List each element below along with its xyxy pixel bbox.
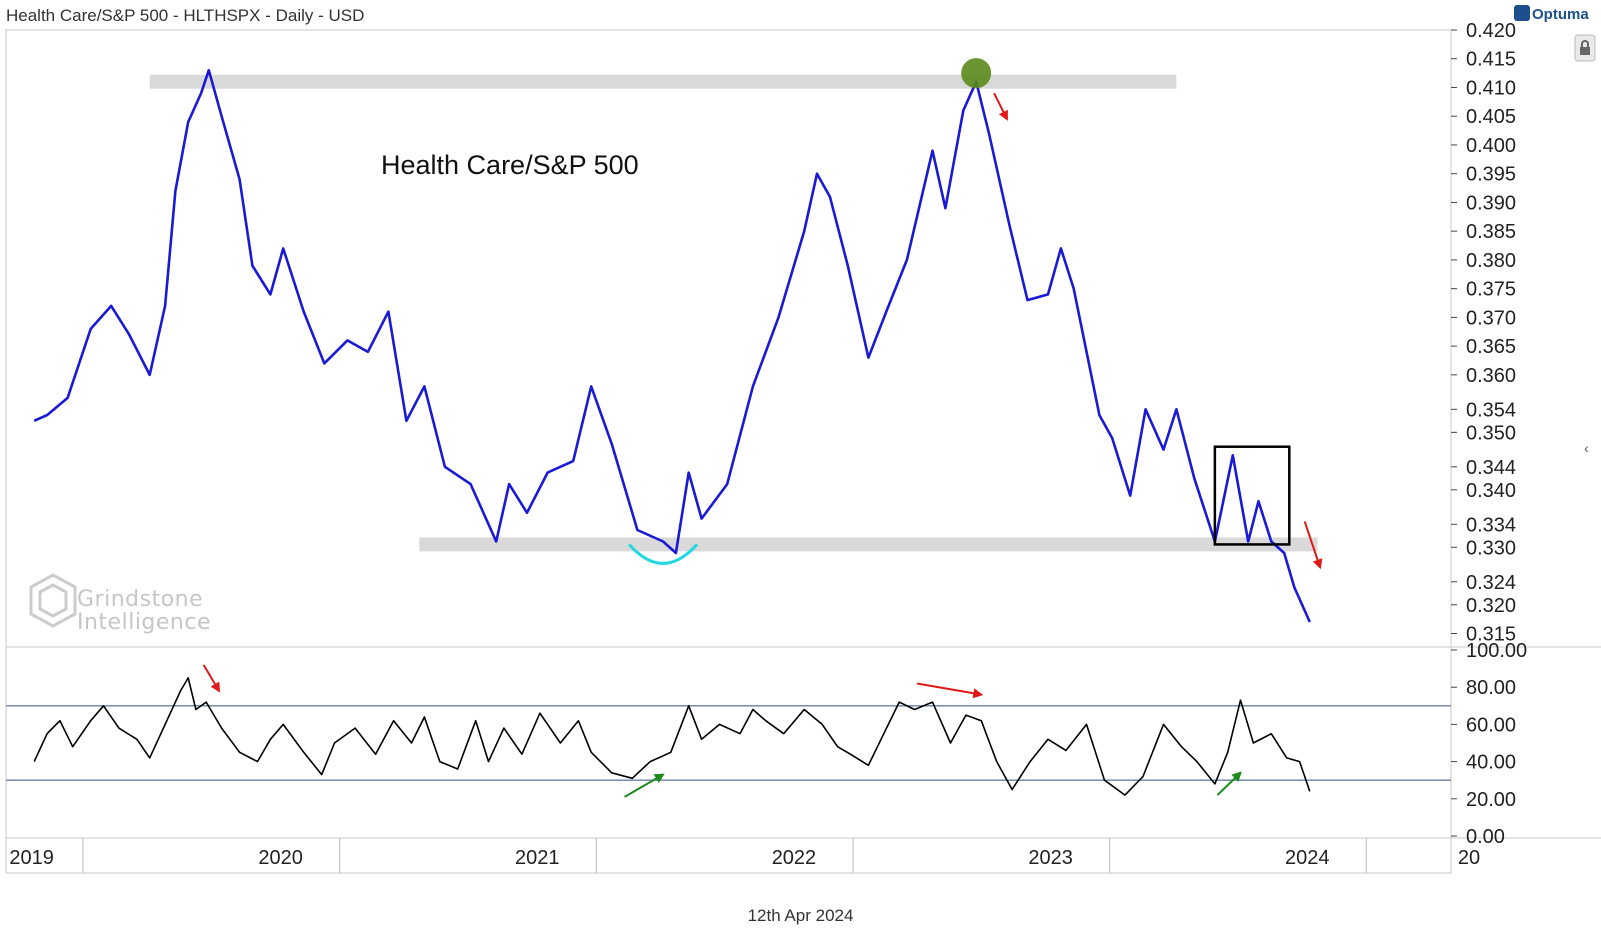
price-tick-label: 0.415	[1466, 49, 1516, 71]
price-chart-title: Health Care/S&P 500	[381, 150, 639, 180]
price-tick-label: 0.324	[1466, 572, 1516, 594]
rsi-series-line	[33, 677, 1311, 796]
price-tick-label: 0.334	[1466, 514, 1516, 536]
price-arrow-1	[1303, 521, 1323, 570]
support-zone	[419, 537, 1318, 552]
rsi-tick-label: 20.00	[1466, 789, 1516, 811]
rsi-arrow-0	[202, 664, 221, 693]
x-axis-label-2022: 2022	[772, 847, 817, 869]
rsi-arrow-2	[624, 773, 665, 798]
rsi-tick-label: 0.00	[1466, 826, 1505, 848]
rsi-arrow-1	[916, 682, 984, 699]
price-tick-label: 0.420	[1466, 20, 1516, 42]
price-tick-label: 0.370	[1466, 307, 1516, 329]
rsi-tick-label: 40.00	[1466, 752, 1516, 774]
rsi-tick-label: 100.00	[1466, 640, 1527, 662]
price-series-line	[33, 68, 1311, 623]
grindstone-logo	[29, 573, 77, 628]
price-tick-label: 0.410	[1466, 77, 1516, 99]
x-axis-label-20: 20	[1458, 847, 1480, 869]
chart-frame	[5, 29, 1452, 874]
price-tick-label: 0.340	[1466, 480, 1516, 502]
rsi-tick-label: 60.00	[1466, 714, 1516, 736]
price-arrow-0	[993, 92, 1008, 121]
watermark-line-2: Intelligence	[77, 610, 212, 635]
peak-marker	[961, 58, 992, 89]
price-tick-label: 0.365	[1466, 336, 1516, 358]
rsi-arrow-3	[1216, 771, 1242, 796]
price-tick-label: 0.320	[1466, 595, 1516, 617]
x-axis-label-2019: 2019	[9, 847, 54, 869]
price-tick-label: 0.390	[1466, 192, 1516, 214]
lock-icon[interactable]	[1574, 34, 1596, 62]
price-tick-label: 0.395	[1466, 164, 1516, 186]
x-axis-label-2021: 2021	[515, 847, 560, 869]
optuma-logo: Optuma	[1514, 5, 1589, 23]
price-tick-label: 0.380	[1466, 250, 1516, 272]
price-tick-label: 0.385	[1466, 221, 1516, 243]
consolidation-box	[1213, 445, 1291, 546]
x-axis-label-2024: 2024	[1285, 847, 1330, 869]
watermark-line-1: Grindstone	[77, 587, 204, 612]
price-tick-label: 0.315	[1466, 624, 1516, 646]
price-tick-label: 0.360	[1466, 365, 1516, 387]
rsi-tick-label: 80.00	[1466, 677, 1516, 699]
price-tick-label: 0.330	[1466, 537, 1516, 559]
brand-label: Optuma	[1532, 6, 1589, 23]
cup-arc	[627, 543, 699, 565]
price-tick-label: 0.344	[1466, 457, 1516, 479]
chart-header: Health Care/S&P 500 - HLTHSPX - Daily - …	[6, 6, 365, 25]
price-tick-label: 0.400	[1466, 135, 1516, 157]
x-axis-label-2020: 2020	[258, 847, 303, 869]
price-tick-label: 0.375	[1466, 279, 1516, 301]
resistance-zone	[149, 74, 1177, 89]
price-tick-label: 0.350	[1466, 422, 1516, 444]
x-axis-label-2023: 2023	[1028, 847, 1073, 869]
collapse-panel-icon[interactable]: ‹	[1584, 440, 1589, 456]
watermark-text: Grindstone Intelligence	[77, 588, 211, 634]
price-tick-label: 0.405	[1466, 106, 1516, 128]
price-tick-label: 0.354	[1466, 399, 1516, 421]
chart-date: 12th Apr 2024	[747, 906, 854, 925]
optuma-icon	[1514, 5, 1530, 21]
